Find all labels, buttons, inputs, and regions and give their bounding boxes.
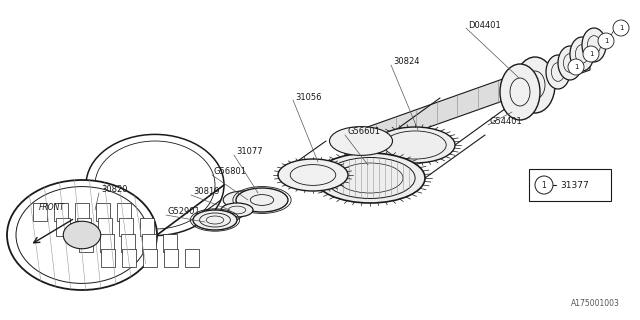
- Bar: [96, 203, 110, 221]
- Text: 31377: 31377: [560, 180, 589, 189]
- Text: G56601: G56601: [347, 127, 380, 137]
- Bar: [54, 203, 68, 221]
- Text: 1: 1: [604, 38, 608, 44]
- Bar: [33, 203, 47, 221]
- Ellipse shape: [558, 46, 582, 80]
- Ellipse shape: [193, 210, 237, 230]
- Bar: [56, 218, 70, 236]
- Circle shape: [583, 46, 599, 62]
- Ellipse shape: [582, 28, 606, 62]
- Text: FRONT: FRONT: [39, 203, 65, 212]
- Bar: [186, 249, 200, 267]
- Bar: [79, 234, 93, 252]
- Text: 31077: 31077: [236, 148, 262, 156]
- Bar: [101, 249, 115, 267]
- Ellipse shape: [95, 141, 215, 229]
- Bar: [164, 249, 179, 267]
- Ellipse shape: [86, 134, 224, 236]
- Ellipse shape: [546, 55, 570, 89]
- Text: G52901: G52901: [168, 207, 201, 217]
- Text: G56801: G56801: [214, 167, 247, 177]
- Polygon shape: [345, 48, 590, 157]
- Bar: [98, 218, 112, 236]
- Bar: [77, 218, 91, 236]
- Ellipse shape: [515, 57, 555, 113]
- Ellipse shape: [16, 187, 148, 284]
- Ellipse shape: [223, 191, 263, 209]
- Text: D04401: D04401: [468, 20, 500, 29]
- Text: 30819: 30819: [193, 188, 220, 196]
- Text: 30824: 30824: [393, 58, 419, 67]
- Bar: [122, 249, 136, 267]
- Ellipse shape: [375, 127, 455, 163]
- Bar: [163, 234, 177, 252]
- Text: 1: 1: [573, 64, 579, 70]
- Bar: [119, 218, 133, 236]
- Ellipse shape: [221, 203, 253, 217]
- Text: A175001003: A175001003: [571, 299, 620, 308]
- Text: 1: 1: [589, 51, 593, 57]
- Bar: [100, 234, 114, 252]
- Ellipse shape: [570, 37, 594, 71]
- Bar: [141, 234, 156, 252]
- Bar: [120, 234, 134, 252]
- Circle shape: [535, 176, 553, 194]
- Ellipse shape: [330, 127, 392, 156]
- Text: 1: 1: [541, 180, 547, 189]
- Bar: [75, 203, 89, 221]
- Text: 30820: 30820: [101, 186, 127, 195]
- Ellipse shape: [236, 188, 288, 212]
- Circle shape: [568, 59, 584, 75]
- Circle shape: [613, 20, 629, 36]
- Text: 31056: 31056: [295, 92, 321, 101]
- Ellipse shape: [7, 180, 157, 290]
- Ellipse shape: [315, 153, 425, 203]
- Bar: [140, 218, 154, 236]
- Text: G54401: G54401: [490, 117, 523, 126]
- FancyBboxPatch shape: [529, 169, 611, 201]
- Ellipse shape: [278, 159, 348, 191]
- Circle shape: [598, 33, 614, 49]
- Bar: [117, 203, 131, 221]
- Bar: [143, 249, 157, 267]
- Ellipse shape: [63, 221, 100, 249]
- Ellipse shape: [500, 64, 540, 120]
- Text: 1: 1: [619, 25, 623, 31]
